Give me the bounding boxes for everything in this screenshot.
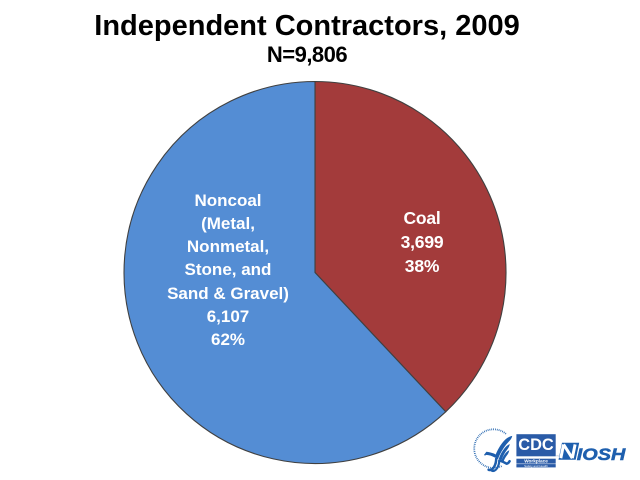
svg-text:CDC: CDC: [518, 435, 554, 454]
svg-text:Safety and Health: Safety and Health: [524, 464, 548, 468]
svg-text:Workplace: Workplace: [524, 459, 548, 464]
svg-text:™: ™: [556, 455, 559, 459]
svg-text:IOSH: IOSH: [577, 445, 626, 464]
